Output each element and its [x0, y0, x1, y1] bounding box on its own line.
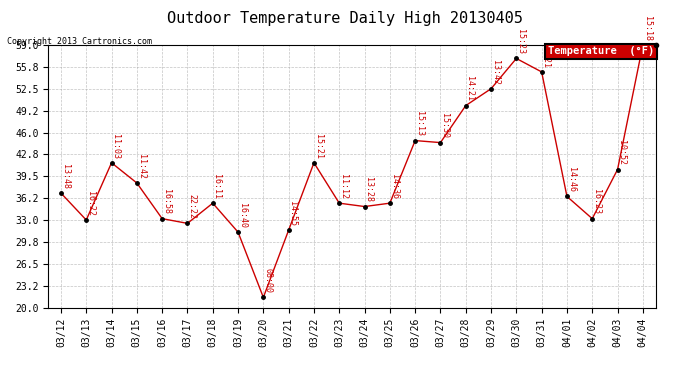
Text: 13:42: 13:42: [491, 60, 500, 85]
Text: 16:40: 16:40: [238, 203, 247, 228]
Text: Temperature  (°F): Temperature (°F): [548, 46, 654, 56]
Text: 14:21: 14:21: [466, 76, 475, 101]
Text: 14:55: 14:55: [288, 201, 297, 226]
Text: Outdoor Temperature Daily High 20130405: Outdoor Temperature Daily High 20130405: [167, 11, 523, 26]
Text: 14:46: 14:46: [566, 167, 575, 192]
Text: 14:36: 14:36: [390, 174, 399, 199]
Text: 22:22: 22:22: [187, 194, 196, 219]
Text: 11:12: 11:12: [339, 174, 348, 199]
Text: 13:21: 13:21: [542, 43, 551, 68]
Text: 13:28: 13:28: [364, 177, 373, 203]
Text: 16:23: 16:23: [592, 189, 601, 214]
Text: 16:58: 16:58: [162, 189, 171, 214]
Text: 08:00: 08:00: [263, 268, 272, 293]
Text: 13:48: 13:48: [61, 164, 70, 189]
Text: 15:30: 15:30: [440, 113, 449, 138]
Text: 15:18: 15:18: [642, 16, 651, 41]
Text: 11:03: 11:03: [111, 134, 120, 159]
Text: 16:11: 16:11: [213, 174, 221, 199]
Text: 11:42: 11:42: [137, 154, 146, 179]
Text: 15:13: 15:13: [415, 111, 424, 136]
Text: 15:21: 15:21: [314, 134, 323, 159]
Text: 15:23: 15:23: [516, 29, 525, 54]
Text: 10:52: 10:52: [618, 140, 627, 165]
Text: Copyright 2013 Cartronics.com: Copyright 2013 Cartronics.com: [7, 38, 152, 46]
Text: 16:22: 16:22: [86, 191, 95, 216]
